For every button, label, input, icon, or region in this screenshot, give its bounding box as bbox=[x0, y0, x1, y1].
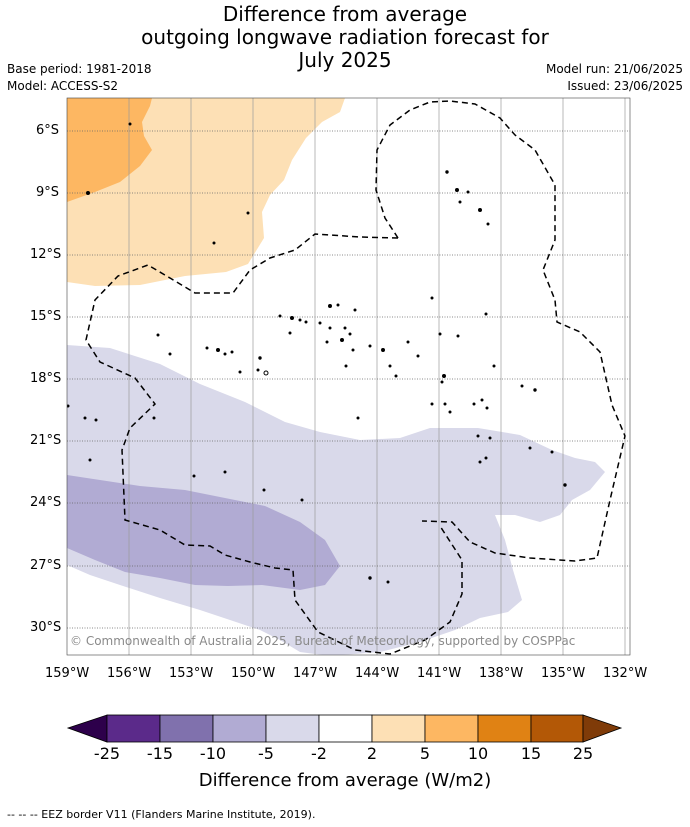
lon-label-153w: 153°W bbox=[169, 666, 214, 681]
colorbar-segment-7 bbox=[424, 714, 479, 743]
lat-label-18s: 18°S bbox=[30, 371, 62, 386]
colorbar-segment-4 bbox=[265, 714, 320, 743]
colorbar-tick: 5 bbox=[419, 744, 431, 763]
colorbar-tick: -2 bbox=[311, 744, 327, 763]
colorbar-tick: 25 bbox=[572, 744, 594, 763]
colorbar-tick: 15 bbox=[520, 744, 542, 763]
colorbar-tick: -25 bbox=[93, 744, 121, 763]
colorbar-segment-5 bbox=[318, 714, 373, 743]
lon-label-147w: 147°W bbox=[293, 666, 338, 681]
base-period: Base period: 1981-2018 bbox=[7, 62, 152, 76]
lat-label-9s: 9°S bbox=[36, 185, 60, 200]
lat-label-27s: 27°S bbox=[30, 558, 62, 573]
lat-label-12s: 12°S bbox=[30, 247, 62, 262]
islands bbox=[67, 122, 567, 584]
issued-date: Issued: 23/06/2025 bbox=[567, 79, 683, 93]
colorbar-tick: -5 bbox=[258, 744, 274, 763]
eez-legend-footer: -- -- -- EEZ border V11 (Flanders Marine… bbox=[7, 808, 316, 821]
lon-label-141w: 141°W bbox=[417, 666, 462, 681]
colorbar-title: Difference from average (W/m2) bbox=[198, 770, 492, 791]
lon-label-150w: 150°W bbox=[231, 666, 276, 681]
eez-border bbox=[85, 100, 626, 655]
gridlines bbox=[128, 98, 626, 655]
colorbar-segment-8 bbox=[477, 714, 532, 743]
map-title-line2: outgoing longwave radiation forecast for bbox=[141, 25, 549, 49]
model-run: Model run: 21/06/2025 bbox=[545, 62, 683, 76]
colorbar-under-arrow bbox=[66, 714, 108, 743]
copyright-notice: © Commonwealth of Australia 2025, Bureau… bbox=[70, 634, 576, 648]
lon-label-135w: 135°W bbox=[541, 666, 586, 681]
lon-label-159w: 159°W bbox=[45, 666, 90, 681]
map-area bbox=[67, 98, 630, 655]
colorbar-tick: -10 bbox=[199, 744, 227, 763]
colorbar-tick: 2 bbox=[366, 744, 378, 763]
lat-label-6s: 6°S bbox=[36, 123, 60, 138]
lat-label-30s: 30°S bbox=[30, 620, 62, 635]
colorbar-segment-9 bbox=[530, 714, 584, 743]
colorbar-over-arrow bbox=[582, 714, 623, 743]
colorbar-tick: 10 bbox=[467, 744, 489, 763]
colorbar-segment-3 bbox=[212, 714, 267, 743]
anomaly-neg5-neg10-region bbox=[67, 475, 340, 590]
lat-label-24s: 24°S bbox=[30, 495, 62, 510]
lat-label-21s: 21°S bbox=[30, 433, 62, 448]
lon-label-138w: 138°W bbox=[479, 666, 524, 681]
colorbar-tick: -15 bbox=[146, 744, 174, 763]
colorbar bbox=[66, 714, 623, 743]
lat-label-15s: 15°S bbox=[30, 309, 62, 324]
lon-label-156w: 156°W bbox=[107, 666, 152, 681]
map-title-line3: July 2025 bbox=[298, 48, 392, 72]
model-name: Model: ACCESS-S2 bbox=[7, 79, 119, 93]
colorbar-segment-6 bbox=[371, 714, 426, 743]
colorbar-segment-2 bbox=[159, 714, 214, 743]
map-title-line1: Difference from average bbox=[222, 2, 468, 26]
colorbar-segment-1 bbox=[106, 714, 161, 743]
map-frame bbox=[66, 97, 631, 656]
lon-label-132w: 132°W bbox=[603, 666, 648, 681]
lon-label-144w: 144°W bbox=[355, 666, 400, 681]
